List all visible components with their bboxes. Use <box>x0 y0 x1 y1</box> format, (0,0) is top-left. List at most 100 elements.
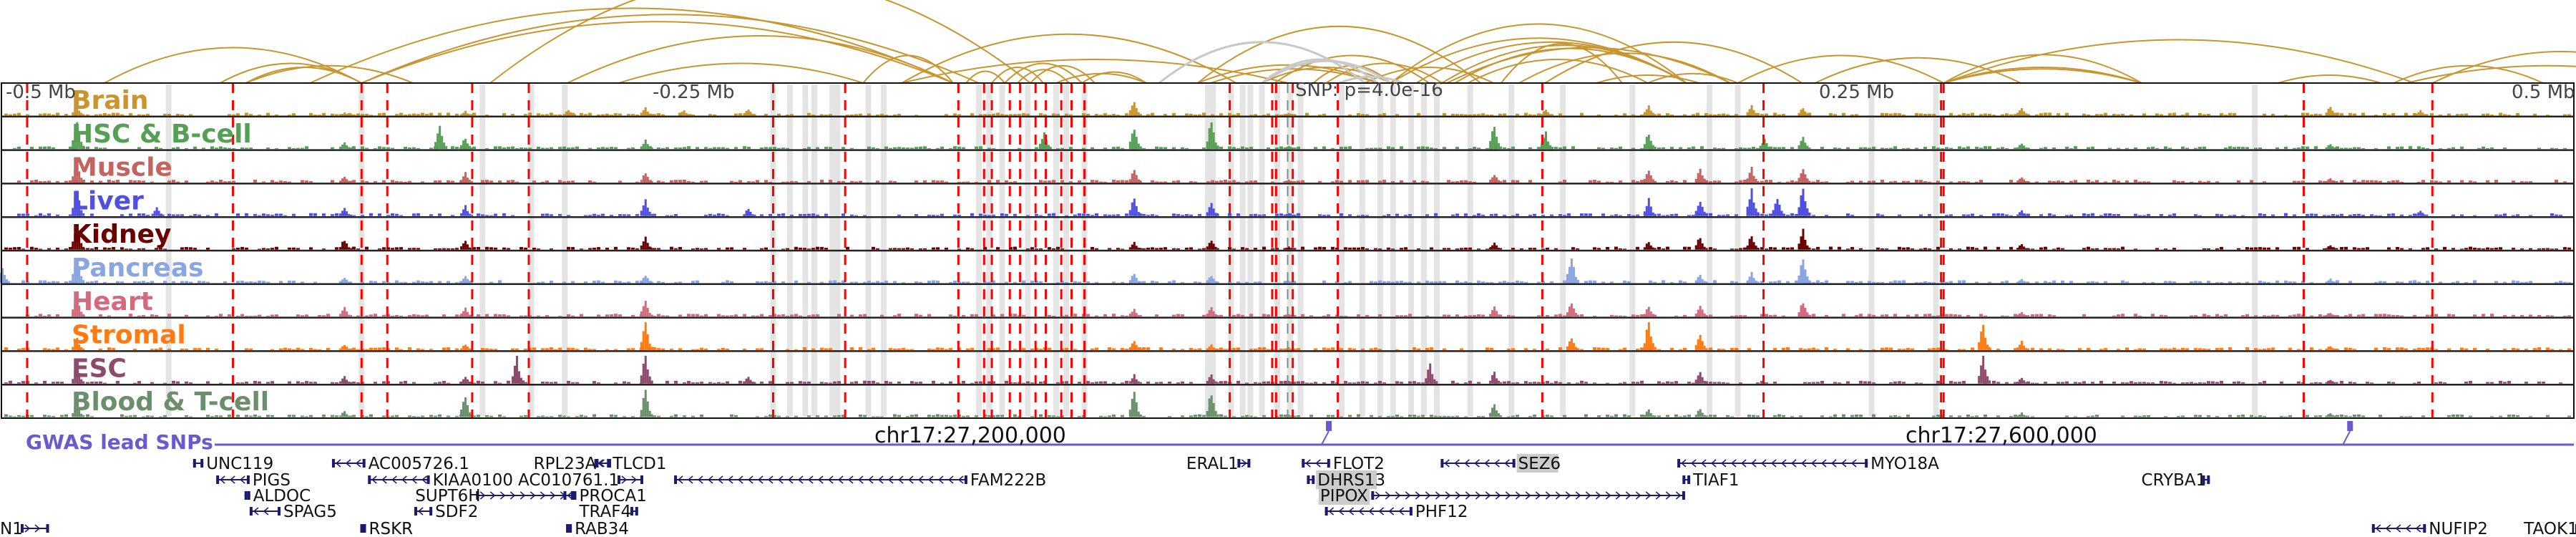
signal-bar <box>1747 348 1751 350</box>
signal-peak <box>76 105 79 116</box>
signal-bar <box>489 415 493 417</box>
signal-peak <box>2327 179 2330 183</box>
signal-bar <box>223 281 227 284</box>
signal-bar <box>1121 248 1124 250</box>
signal-bar <box>614 147 618 150</box>
signal-bar <box>2250 180 2253 183</box>
signal-bar <box>957 181 961 183</box>
signal-peak <box>1212 402 1215 417</box>
signal-peak <box>1216 281 1219 284</box>
signal-bar <box>2044 382 2047 384</box>
signal-peak <box>1705 315 1708 317</box>
signal-bar <box>369 281 373 284</box>
signal-peak <box>2023 246 2026 250</box>
signal-bar <box>1601 281 1605 284</box>
signal-bar <box>1413 381 1416 384</box>
signal-peak <box>644 173 647 183</box>
signal-bar <box>56 112 59 116</box>
signal-peak <box>1489 314 1492 317</box>
signal-bar <box>807 415 811 417</box>
signal-bar <box>47 248 51 250</box>
signal-bar <box>438 213 441 216</box>
signal-bar <box>824 146 828 150</box>
signal-bar <box>863 380 867 384</box>
signal-peak <box>1551 114 1553 116</box>
signal-bar <box>1859 180 1863 183</box>
signal-peak <box>567 110 570 116</box>
signal-bar <box>1048 247 1051 250</box>
signal-bar <box>704 248 708 250</box>
signal-bar <box>1395 381 1399 384</box>
signal-bar <box>180 214 184 216</box>
signal-bar <box>2318 349 2322 350</box>
signal-bar <box>1820 181 1824 183</box>
signal-bar <box>738 113 742 116</box>
signal-bar <box>841 415 845 417</box>
signal-bar <box>1194 349 1197 350</box>
gene-highlight-box <box>1318 486 1370 505</box>
gene-exon <box>1682 475 1686 484</box>
signal-bar <box>1958 280 1961 284</box>
signal-bar <box>769 213 772 216</box>
signal-bar <box>2499 247 2502 250</box>
signal-bar <box>47 281 51 284</box>
signal-bar <box>502 314 506 317</box>
signal-bar <box>1198 248 1201 250</box>
signal-bar <box>1378 380 1382 384</box>
signal-peak <box>72 347 74 350</box>
signal-bar <box>1297 213 1300 216</box>
signal-bar <box>571 281 575 284</box>
signal-peak <box>76 297 79 317</box>
signal-peak <box>648 410 651 417</box>
signal-bar <box>2164 146 2167 150</box>
signal-bar <box>1911 348 1914 350</box>
signal-bar <box>558 147 562 150</box>
signal-bar <box>2542 248 2545 250</box>
signal-bar <box>1331 347 1335 350</box>
signal-bar <box>1880 347 1884 350</box>
gene-exon <box>362 459 366 468</box>
signal-bar <box>1035 248 1038 250</box>
signal-peak <box>2021 244 2024 250</box>
signal-bar <box>1906 314 1910 317</box>
signal-bar <box>919 248 922 250</box>
signal-bar <box>451 215 454 216</box>
signal-bar <box>820 180 824 183</box>
signal-bar <box>1408 314 1412 317</box>
signal-bar <box>1301 180 1304 183</box>
signal-bar <box>1880 147 1884 150</box>
signal-bar <box>2542 381 2545 384</box>
signal-bar <box>2391 180 2395 183</box>
signal-bar <box>47 349 51 350</box>
signal-bar <box>2267 348 2270 350</box>
signal-bar <box>1863 147 1867 150</box>
signal-bar <box>863 314 867 317</box>
signal-bar <box>1597 347 1601 350</box>
signal-bar <box>614 314 618 317</box>
signal-peak <box>471 147 474 150</box>
signal-peak <box>2336 382 2338 384</box>
signal-bar <box>150 415 154 417</box>
signal-bar <box>159 347 162 350</box>
signal-bar <box>2447 415 2451 417</box>
signal-bar <box>511 348 514 350</box>
signal-bar <box>258 280 261 284</box>
signal-bar <box>305 180 308 183</box>
signal-peak <box>1212 347 1215 350</box>
gene-label: N1 <box>0 520 23 537</box>
signal-peak <box>1701 412 1704 417</box>
signal-bar <box>1451 380 1455 384</box>
signal-bar <box>1722 147 1725 150</box>
signal-bar <box>240 246 244 250</box>
signal-bar <box>979 381 982 384</box>
strand-arrow-right-icon <box>509 491 516 500</box>
signal-bar <box>2215 314 2219 317</box>
signal-bar <box>945 247 948 250</box>
strand-arrow-left-icon <box>857 475 864 484</box>
signal-peak <box>1572 343 1575 350</box>
signal-bar <box>953 415 957 417</box>
signal-bar <box>494 247 497 250</box>
signal-bar <box>665 147 669 150</box>
signal-bar <box>627 247 630 250</box>
signal-bar <box>103 247 107 250</box>
